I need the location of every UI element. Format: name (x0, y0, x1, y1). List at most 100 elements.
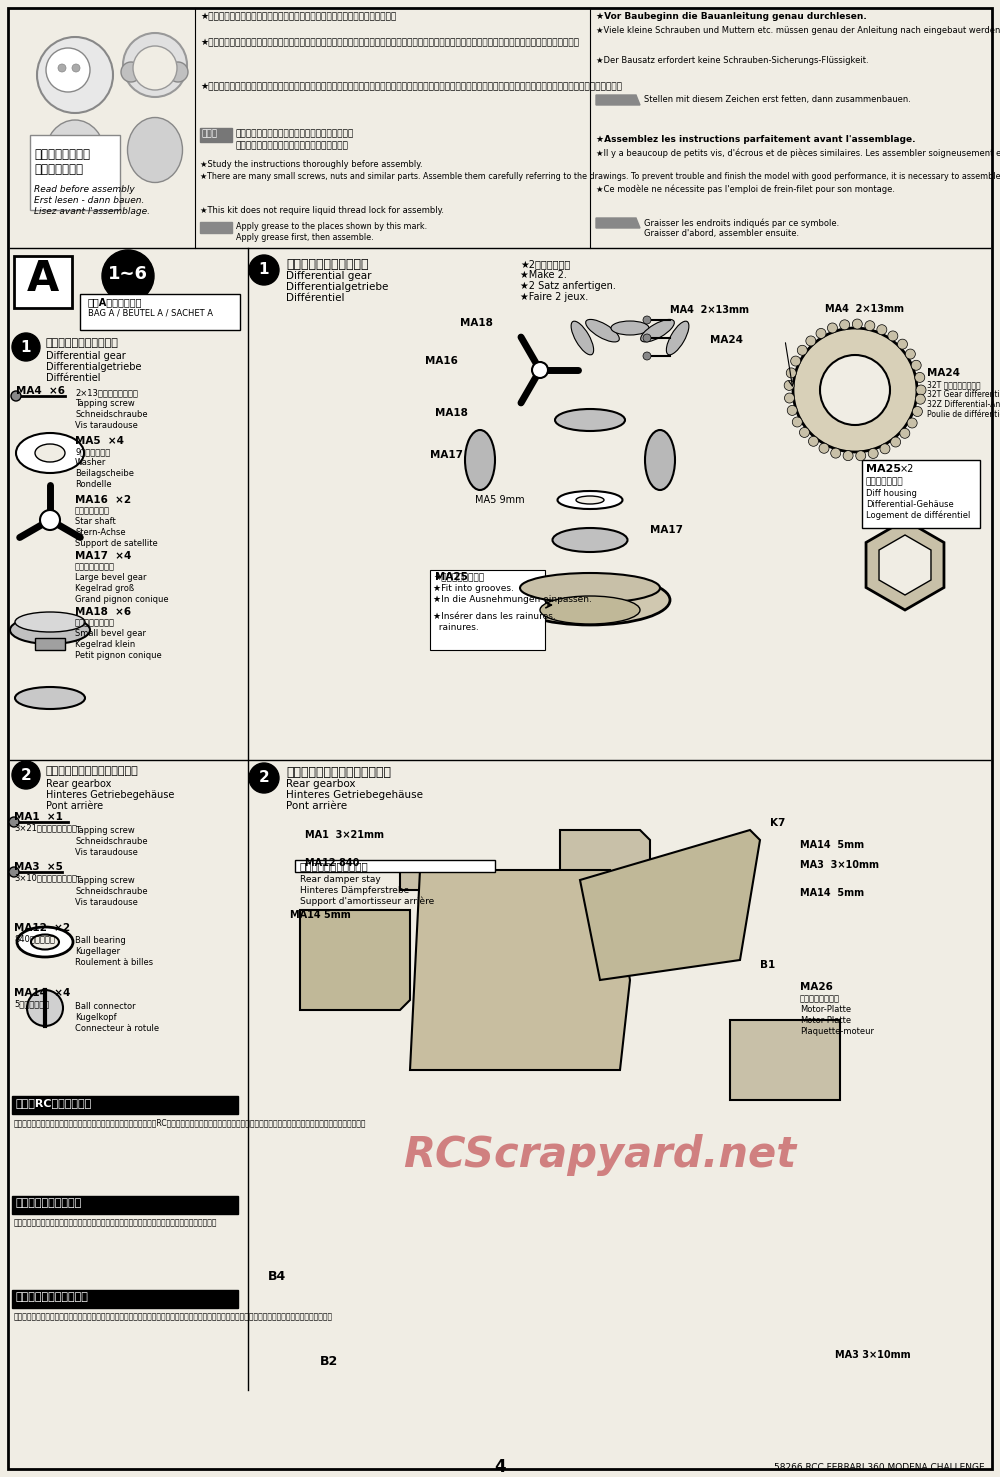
Circle shape (121, 62, 141, 83)
Bar (12, 1196, 238, 1214)
Text: ★Der Bausatz erfordert keine Schrauben-Sicherungs-Flüssigkeit.: ★Der Bausatz erfordert keine Schrauben-S… (596, 56, 869, 65)
Text: Pont arrière: Pont arrière (286, 801, 347, 811)
Text: 3×10㎜タッピングビス: 3×10㎜タッピングビス (14, 873, 77, 882)
Text: MA14  ×4: MA14 ×4 (14, 988, 70, 998)
Text: タミヤの全製品を掲載した最新カタログは年に一冊発行、ご希望の方は販売店でたずねて下さい。: タミヤの全製品を掲載した最新カタログは年に一冊発行、ご希望の方は販売店でたずねて… (14, 1219, 218, 1227)
Ellipse shape (558, 490, 622, 510)
Text: ★お買い求めの際、また組立ての前には必ず内容をお確め下さい。万一不良部品、不足部品などありました場合には、お買い求めの販売店にご相談下さい。: ★お買い求めの際、また組立ての前には必ず内容をお確め下さい。万一不良部品、不足部… (200, 38, 579, 47)
Text: MA14  5mm: MA14 5mm (800, 840, 864, 849)
Text: モータープレート: モータープレート (800, 994, 840, 1003)
Text: 3×21㎜タッピングビス: 3×21㎜タッピングビス (14, 823, 77, 832)
Polygon shape (410, 870, 630, 1069)
Text: 32T ギヤデフプーリー: 32T ギヤデフプーリー (927, 380, 981, 388)
Text: A: A (27, 258, 59, 300)
Ellipse shape (576, 496, 604, 504)
Text: MA4  2×13mm: MA4 2×13mm (670, 304, 749, 315)
Circle shape (831, 448, 841, 458)
Bar (35, 638, 65, 650)
Circle shape (58, 64, 66, 72)
Text: B1: B1 (760, 960, 775, 970)
Circle shape (123, 32, 187, 97)
Circle shape (72, 64, 80, 72)
Text: タミヤニュースを読もう: タミヤニュースを読もう (16, 1292, 89, 1303)
Text: ★2 Satz anfertigen.: ★2 Satz anfertigen. (520, 281, 616, 291)
Text: タミヤニュースはモデル作りの情報誌として多くの方に愛読されています。ご希望の方は販売店でたずねてください。年より定期購読する方もあります。: タミヤニュースはモデル作りの情報誌として多くの方に愛読されています。ご希望の方は… (14, 1312, 333, 1320)
Polygon shape (879, 535, 931, 595)
Text: MA18: MA18 (460, 318, 493, 328)
Text: 〈リヤダンパーステー〉: 〈リヤダンパーステー〉 (300, 861, 369, 871)
Text: MA3  ×5: MA3 ×5 (14, 863, 63, 871)
Ellipse shape (31, 935, 59, 950)
Circle shape (9, 867, 19, 877)
Text: ×2: ×2 (900, 464, 914, 474)
Polygon shape (200, 222, 232, 233)
Text: Roulement à billes: Roulement à billes (75, 959, 153, 967)
Text: 袋題Aを使用します: 袋題Aを使用します (88, 297, 143, 307)
Polygon shape (300, 910, 410, 1010)
Circle shape (806, 335, 816, 346)
Text: Connecteur à rotule: Connecteur à rotule (75, 1024, 159, 1032)
Polygon shape (400, 830, 650, 891)
Text: Small bevel gear: Small bevel gear (75, 629, 146, 638)
Text: Ball connector: Ball connector (75, 1001, 136, 1010)
Text: Vis taraudouse: Vis taraudouse (75, 421, 138, 430)
Text: 2×13㎜タッピングビス: 2×13㎜タッピングビス (75, 388, 138, 397)
Circle shape (900, 428, 910, 439)
Text: 840ベアリング: 840ベアリング (14, 933, 55, 942)
Text: グリス: グリス (202, 128, 218, 137)
Text: タミヤの総合カタログ: タミヤの総合カタログ (16, 1198, 82, 1208)
Text: Differentialgetriebe: Differentialgetriebe (286, 282, 388, 292)
Text: ★組立てに入る前に説明図を最後までよく見て、全体の流れをつかんで下さい。: ★組立てに入る前に説明図を最後までよく見て、全体の流れをつかんで下さい。 (200, 12, 396, 21)
Text: Lisez avant l'assemblage.: Lisez avant l'assemblage. (34, 207, 150, 216)
Text: ★Fit into grooves.: ★Fit into grooves. (433, 583, 514, 592)
Circle shape (12, 761, 40, 789)
Circle shape (888, 331, 898, 341)
Text: ★2個作ります。: ★2個作ります。 (520, 258, 570, 269)
Text: Tapping screw: Tapping screw (75, 876, 135, 885)
Text: ベベルギヤ（小）: ベベルギヤ（小） (75, 617, 115, 628)
Circle shape (907, 418, 917, 428)
Text: Graisser d'abord, assembler ensuite.: Graisser d'abord, assembler ensuite. (644, 229, 799, 238)
Text: ラジオコントロールモデルをさらに楽しむためのガイドブックです。RCの基本的な知識、組み方法、仕方等を紹介しています。ご希望の方は販売店でたずねて下さい。: ラジオコントロールモデルをさらに楽しむためのガイドブックです。RCの基本的な知識… (14, 1118, 366, 1127)
Text: MA3 3×10mm: MA3 3×10mm (835, 1350, 911, 1360)
Text: 1: 1 (21, 340, 31, 354)
Text: Hinteres Getriebegehäuse: Hinteres Getriebegehäuse (286, 790, 423, 801)
Ellipse shape (465, 430, 495, 490)
Text: Ball bearing: Ball bearing (75, 936, 126, 945)
Text: RCScrapyard.net: RCScrapyard.net (403, 1134, 797, 1176)
Circle shape (880, 443, 890, 453)
Text: 〈テフギヤの組み立て〉: 〈テフギヤの組み立て〉 (286, 258, 368, 270)
Circle shape (820, 354, 890, 425)
Circle shape (791, 356, 801, 366)
Text: Read before assembly: Read before assembly (34, 185, 135, 193)
Text: タミヤRCガイドブック: タミヤRCガイドブック (16, 1097, 92, 1108)
Circle shape (797, 346, 807, 356)
Text: K7: K7 (770, 818, 785, 829)
Text: ★Ce modèle ne nécessite pas l'emploi de frein-filet pour son montage.: ★Ce modèle ne nécessite pas l'emploi de … (596, 185, 895, 195)
Text: Erst lesen - dann bauen.: Erst lesen - dann bauen. (34, 196, 144, 205)
Circle shape (46, 47, 90, 92)
Polygon shape (866, 520, 944, 610)
Circle shape (249, 256, 279, 285)
Polygon shape (580, 830, 760, 981)
Circle shape (102, 250, 154, 301)
Text: ★小さなビス、ナット類が多く、よく似た形の部品もあります。図をよく見てゆっくり確実に組んで下さい。全品部品は少し多目に入っています。予備として使って下さい。: ★小さなビス、ナット類が多く、よく似た形の部品もあります。図をよく見てゆっくり確… (200, 83, 622, 92)
Text: Tapping screw: Tapping screw (75, 826, 135, 835)
Ellipse shape (555, 409, 625, 431)
Text: Schneidschraube: Schneidschraube (75, 837, 148, 846)
Circle shape (916, 385, 926, 394)
Text: Kugelkopf: Kugelkopf (75, 1013, 117, 1022)
Circle shape (784, 393, 794, 403)
Text: Apply grease to the places shown by this mark.: Apply grease to the places shown by this… (236, 222, 427, 230)
Circle shape (816, 328, 826, 338)
Text: ★みぞに入れます。: ★みぞに入れます。 (433, 573, 484, 582)
Text: Hinteres Getriebegehäuse: Hinteres Getriebegehäuse (46, 790, 174, 801)
Circle shape (891, 437, 901, 448)
Polygon shape (596, 219, 640, 227)
Bar (14, 256, 72, 309)
Text: 《リヤギヤケースの組み立て》: 《リヤギヤケースの組み立て》 (46, 767, 139, 775)
Text: MA25: MA25 (866, 464, 901, 474)
Text: 58266 RCC FERRARI 360 MODENA CHALLENGE: 58266 RCC FERRARI 360 MODENA CHALLENGE (774, 1464, 985, 1473)
Circle shape (852, 319, 862, 329)
Circle shape (877, 325, 887, 335)
